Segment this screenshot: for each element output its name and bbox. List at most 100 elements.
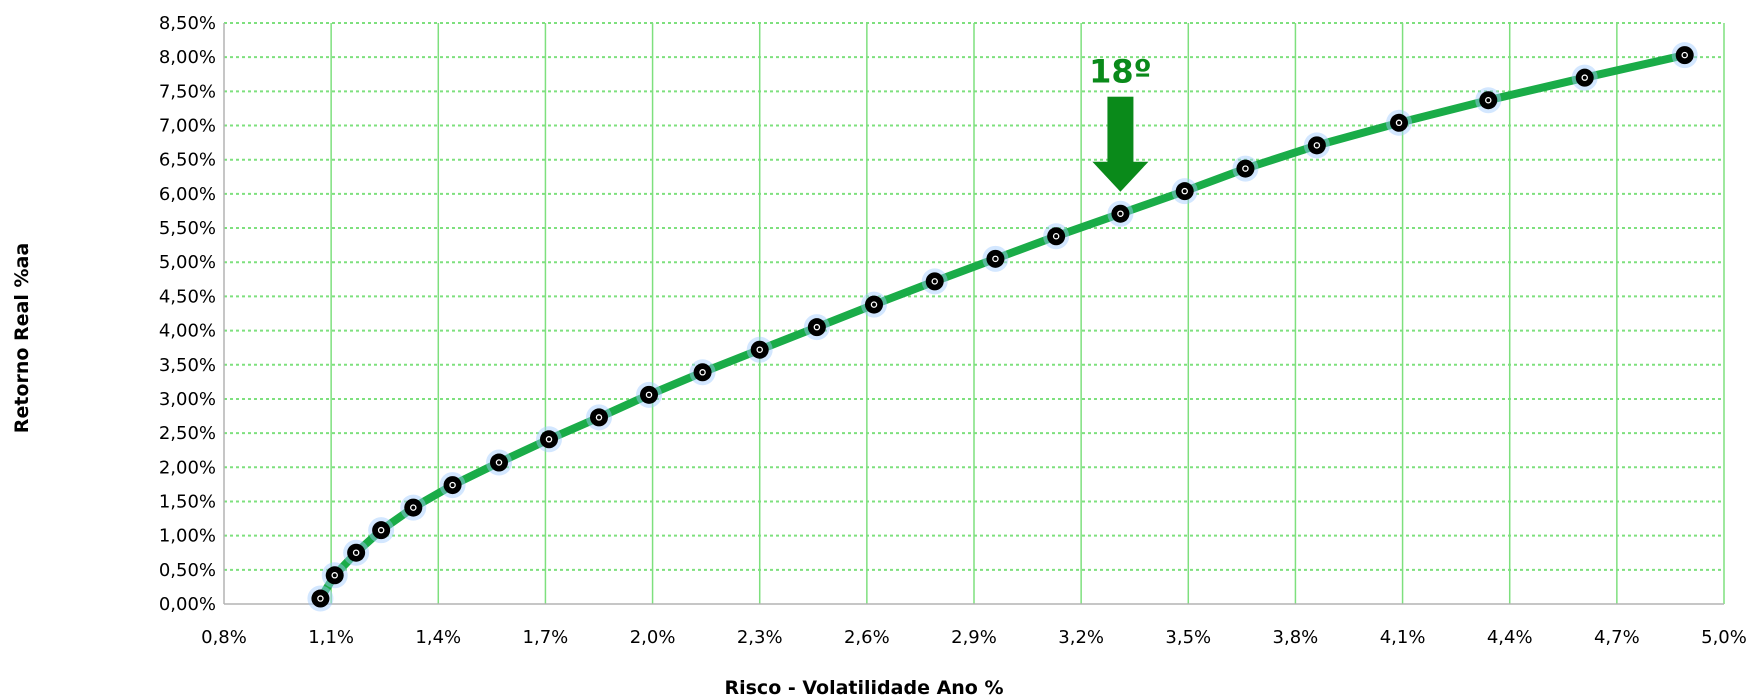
y-tick-labels: 0,00% 0,50% 1,00% 1,50% 2,00% 2,50% 3,00% 3,50%… bbox=[159, 13, 216, 615]
data-point bbox=[982, 245, 1009, 272]
data-point bbox=[536, 426, 562, 453]
data-point-marker bbox=[1390, 113, 1408, 132]
data-point-marker bbox=[693, 363, 712, 382]
x-tick-label: 1,1% bbox=[308, 627, 354, 648]
data-point-center bbox=[756, 346, 763, 353]
data-point bbox=[1043, 223, 1070, 250]
data-point-center bbox=[449, 481, 456, 489]
data-point bbox=[1571, 64, 1598, 91]
data-point-center bbox=[931, 278, 938, 285]
data-point-marker bbox=[640, 385, 658, 404]
data-point bbox=[746, 336, 773, 363]
data-point-center bbox=[1242, 165, 1249, 172]
data-point-center bbox=[377, 526, 385, 534]
x-tick-labels: 0,8% 1,1% 1,4% 1,7% 2,0% 2,3% 2,6% 2,9% 3,2% 3,5%… bbox=[201, 627, 1747, 648]
y-tick-label: 3,00% bbox=[159, 389, 216, 410]
data-point-center bbox=[1485, 96, 1492, 104]
data-point-center bbox=[645, 391, 653, 399]
data-point-center bbox=[699, 369, 706, 376]
y-tick-label: 1,50% bbox=[159, 491, 216, 512]
data-point bbox=[1303, 132, 1330, 159]
data-point bbox=[307, 585, 334, 612]
data-point-marker bbox=[1479, 91, 1498, 110]
data-point-marker bbox=[750, 340, 769, 359]
x-tick-label: 5,0% bbox=[1701, 627, 1747, 648]
data-point bbox=[803, 314, 830, 341]
data-point-marker bbox=[372, 521, 391, 540]
data-point-center bbox=[317, 595, 324, 602]
data-point bbox=[1475, 87, 1502, 114]
y-tick-label: 5,00% bbox=[159, 252, 216, 273]
data-point-marker bbox=[925, 272, 944, 291]
data-point-center bbox=[1052, 233, 1060, 240]
data-point-marker bbox=[1575, 68, 1594, 87]
data-point-center bbox=[1681, 51, 1688, 59]
data-point-center bbox=[1581, 74, 1588, 81]
data-point-center bbox=[331, 572, 338, 579]
y-tick-label: 7,00% bbox=[159, 116, 216, 137]
series-line bbox=[316, 51, 1689, 603]
y-tick-label: 6,00% bbox=[159, 184, 216, 205]
data-point-marker bbox=[1047, 227, 1066, 246]
axes bbox=[223, 23, 1724, 605]
data-point bbox=[368, 517, 395, 544]
x-axis-title: Risco - Volatilidade Ano % bbox=[724, 677, 1003, 698]
data-point-center bbox=[1117, 210, 1124, 217]
data-point-center bbox=[1181, 187, 1188, 195]
x-tick-label: 3,8% bbox=[1273, 627, 1319, 648]
x-tick-label: 4,7% bbox=[1594, 627, 1640, 648]
data-point-marker bbox=[404, 498, 423, 517]
y-tick-label: 2,00% bbox=[159, 457, 216, 478]
x-tick-label: 4,4% bbox=[1487, 627, 1533, 648]
data-point bbox=[400, 494, 427, 521]
data-point bbox=[1671, 42, 1698, 69]
data-point bbox=[861, 291, 887, 318]
data-point-marker bbox=[1175, 182, 1194, 201]
data-point-marker bbox=[986, 249, 1005, 268]
y-tick-label: 8,00% bbox=[159, 47, 216, 68]
data-point-marker bbox=[443, 476, 462, 495]
data-point-center bbox=[813, 323, 821, 331]
data-point bbox=[321, 562, 348, 589]
data-point bbox=[1386, 109, 1412, 136]
x-tick-label: 3,5% bbox=[1165, 627, 1211, 648]
data-point bbox=[439, 472, 466, 499]
y-tick-label: 6,50% bbox=[159, 150, 216, 171]
annotation-group: 18º bbox=[1089, 53, 1152, 192]
data-point-marker bbox=[865, 295, 883, 314]
data-point-center bbox=[410, 504, 417, 511]
x-tick-label: 0,8% bbox=[201, 627, 247, 648]
y-tick-label: 2,50% bbox=[159, 423, 216, 444]
data-points bbox=[307, 42, 1698, 612]
annotation-arrow-shaft bbox=[1107, 96, 1134, 163]
y-axis-title: Retorno Real %aa bbox=[11, 243, 33, 433]
data-point-marker bbox=[347, 543, 366, 562]
data-point bbox=[1107, 200, 1134, 227]
data-point-center bbox=[1395, 119, 1403, 127]
y-tick-label: 8,50% bbox=[159, 13, 216, 34]
data-point-center bbox=[545, 436, 553, 443]
data-point bbox=[921, 268, 948, 295]
y-tick-label: 1,00% bbox=[159, 526, 216, 547]
data-point-marker bbox=[807, 318, 826, 337]
data-point-marker bbox=[311, 589, 330, 608]
data-point-marker bbox=[1236, 159, 1255, 178]
down-arrow-icon bbox=[1092, 161, 1149, 192]
data-point-marker bbox=[540, 430, 558, 449]
data-point-marker bbox=[490, 453, 508, 472]
data-point bbox=[343, 539, 370, 566]
data-point bbox=[1171, 178, 1198, 205]
annotation-label: 18º bbox=[1089, 53, 1152, 91]
x-tick-label: 2,3% bbox=[737, 627, 783, 648]
x-tick-label: 1,4% bbox=[415, 627, 461, 648]
series-line-group bbox=[316, 51, 1689, 603]
x-tick-label: 2,6% bbox=[844, 627, 890, 648]
data-point bbox=[486, 449, 512, 476]
data-point bbox=[1232, 155, 1259, 182]
data-point bbox=[636, 381, 662, 408]
y-tick-label: 0,00% bbox=[159, 594, 216, 615]
data-point bbox=[586, 404, 612, 431]
x-tick-label: 2,9% bbox=[951, 627, 997, 648]
x-tick-label: 2,0% bbox=[630, 627, 676, 648]
data-point-center bbox=[595, 414, 603, 421]
